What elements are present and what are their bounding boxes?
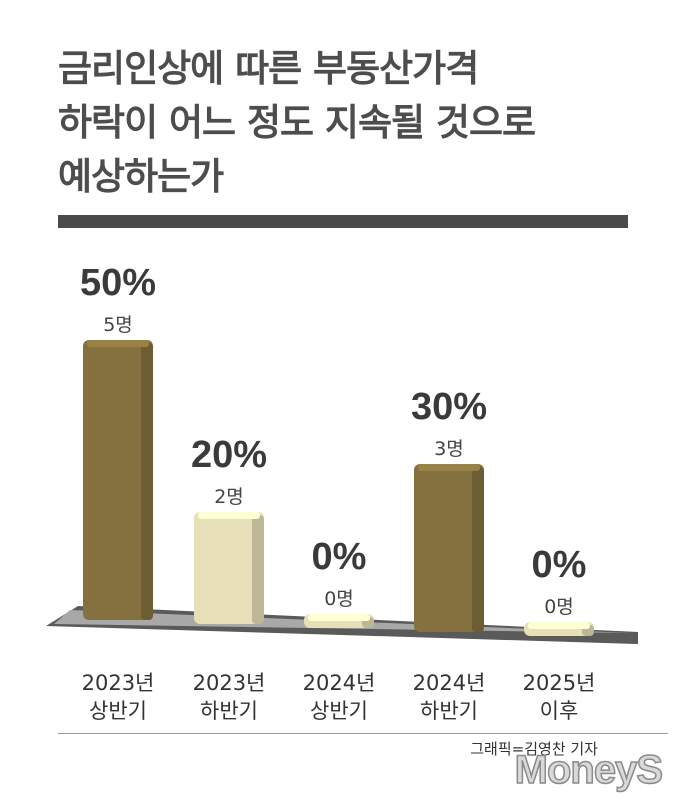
value-label: 20% [191, 434, 267, 476]
title-divider [58, 215, 628, 228]
bar-top-highlight [87, 340, 149, 347]
count-label: 2명 [214, 486, 244, 508]
bar [83, 340, 153, 620]
bar [414, 464, 484, 632]
value-label: 30% [411, 386, 487, 428]
category-label: 하반기 [420, 699, 478, 723]
bar-front [194, 512, 264, 624]
category-label: 상반기 [89, 699, 147, 723]
category-label: 2025년 [523, 671, 596, 695]
bar-top-highlight [198, 512, 260, 519]
bar [304, 614, 374, 628]
bar [194, 512, 264, 624]
bar-top-highlight [528, 622, 590, 629]
bar-front [414, 464, 484, 632]
value-label: 0% [532, 544, 587, 586]
category-label: 2023년 [193, 671, 266, 695]
count-label: 0명 [324, 588, 354, 610]
value-label: 0% [312, 536, 367, 578]
category-label: 이후 [540, 699, 579, 723]
bar [524, 622, 594, 636]
title-line-2: 하락이 어느 정도 지속될 것으로 [58, 101, 536, 144]
category-label: 2024년 [303, 671, 376, 695]
bar-side-shade [472, 467, 484, 632]
bar-top-highlight [308, 614, 370, 621]
category-label: 상반기 [310, 699, 368, 723]
count-label: 0명 [544, 596, 574, 618]
bar-front [83, 340, 153, 620]
bars-group [83, 340, 594, 636]
count-label: 5명 [103, 314, 133, 336]
chart-title: 금리인상에 따른 부동산가격 하락이 어느 정도 지속될 것으로 예상하는가 [58, 42, 658, 204]
bar-side-shade [141, 343, 153, 620]
title-line-1: 금리인상에 따른 부동산가격 [58, 47, 479, 90]
graphic-credit: 그래픽=김영찬 기자 [470, 740, 598, 758]
title-line-3: 예상하는가 [58, 155, 224, 198]
moneys-logo: MoneyS [514, 747, 664, 793]
category-label: 2023년 [82, 671, 155, 695]
footer-divider [58, 733, 668, 734]
bar-side-shade [252, 515, 264, 624]
count-label: 3명 [434, 438, 464, 460]
bar-top-highlight [418, 464, 480, 471]
value-label: 50% [80, 262, 156, 304]
labels-group: 50% 5명 20% 2명 0% 0명 30% 3명 0% 0명 [80, 262, 586, 618]
category-label: 하반기 [200, 699, 258, 723]
category-label: 2024년 [413, 671, 486, 695]
